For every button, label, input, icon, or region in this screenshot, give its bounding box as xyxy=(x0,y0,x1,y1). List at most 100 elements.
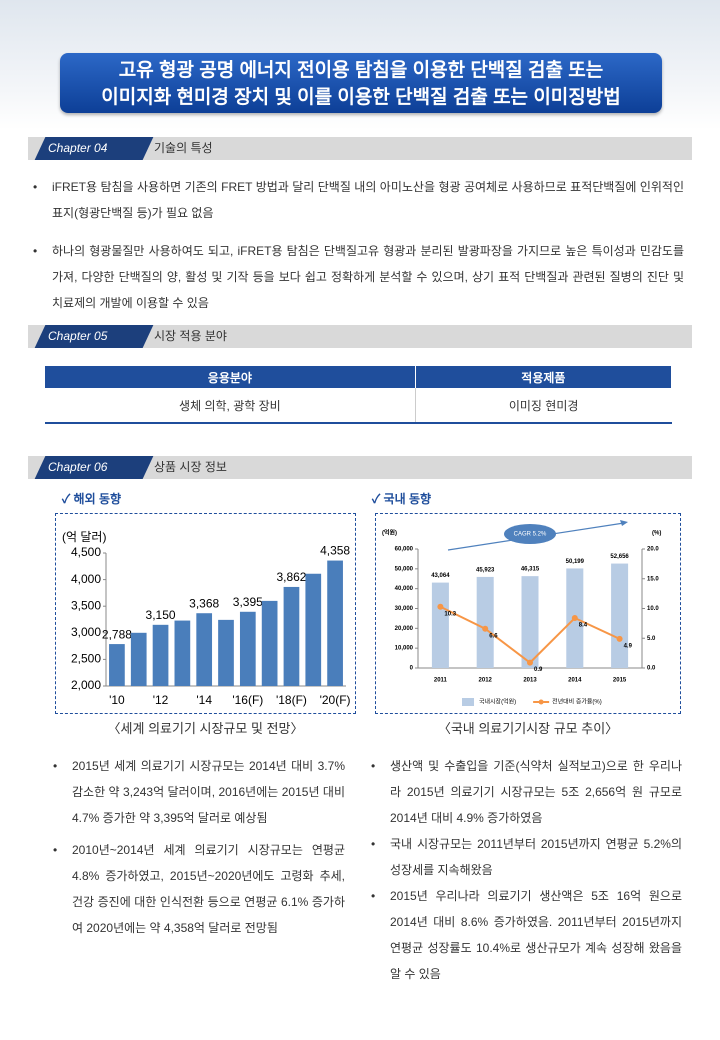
data-label: 4.9 xyxy=(624,643,633,649)
bar xyxy=(327,560,343,686)
bar xyxy=(152,624,169,686)
table-header: 적용제품 xyxy=(415,366,673,388)
bar xyxy=(109,644,125,686)
data-label: 10.3 xyxy=(444,611,456,617)
bullet: 생산액 및 수출입을 기준(식약처 실적보고)으로 한 우리나라 2015년 의… xyxy=(371,753,682,831)
chapter-heading: 기술의 특성 xyxy=(154,141,213,155)
data-label: 4,358 xyxy=(320,544,350,558)
y2-axis-label: (%) xyxy=(652,531,661,537)
bullet: 2010년~2014년 세계 의료기기 시장규모는 연평균 4.8% 증가하였고… xyxy=(53,837,345,941)
y-axis-label: (억원) xyxy=(382,529,397,537)
legend-label: 국내시장(억원) xyxy=(479,698,516,706)
title-line: 고유 형광 공명 에너지 전이용 탐침을 이용한 단백질 검출 또는 xyxy=(118,60,604,81)
line-marker xyxy=(616,635,623,642)
data-label: 3,395 xyxy=(233,595,263,609)
line-marker xyxy=(482,625,489,632)
data-label: 45,923 xyxy=(476,567,495,573)
y2-tick-label: 15.0 xyxy=(647,576,659,582)
chapter-label: Chapter 04 xyxy=(48,141,108,155)
x-tick-label: 2011 xyxy=(434,678,448,684)
data-label: 2,788 xyxy=(102,627,132,641)
chart: 2,000 2,500 3,000 3,500 4,000 4,500(억 달러) '10 '… xyxy=(62,530,351,707)
title-box: 고유 형광 공명 에너지 전이용 탐침을 이용한 단백질 검출 또는 이미지화 … xyxy=(60,53,662,113)
y-tick-label: 10,000 xyxy=(395,646,414,652)
x-tick-label: 2014 xyxy=(568,678,582,684)
data-label: 8.4 xyxy=(579,623,588,629)
bar xyxy=(130,632,147,686)
caption: 〈국내 의료기기시장 규모 추이〉 xyxy=(437,721,619,736)
table: 응용분야 적용제품 생체 의학, 광학 장비 이미징 현미경 xyxy=(45,366,673,424)
bullet-list: iFRET용 탐침을 사용하면 기존의 FRET 방법과 달리 단백질 내의 아… xyxy=(33,174,684,322)
y2-tick-label: 0.0 xyxy=(647,666,656,672)
chapter-bar: Chapter 05 시장 적용 분야 xyxy=(28,325,692,348)
annotation-arrowhead xyxy=(620,520,628,526)
x-tick-label: '18(F) xyxy=(276,693,307,707)
bar xyxy=(261,600,278,686)
y-tick-label: 30,000 xyxy=(395,606,414,612)
bar xyxy=(218,619,234,686)
y-tick-label: 40,000 xyxy=(395,586,414,592)
y-tick-label: 50,000 xyxy=(395,566,414,572)
data-label: 46,315 xyxy=(521,567,540,573)
bullet: iFRET용 탐침을 사용하면 기존의 FRET 방법과 달리 단백질 내의 아… xyxy=(33,174,684,226)
data-label: 6.6 xyxy=(489,633,498,639)
x-tick-label: 2012 xyxy=(479,678,493,684)
y-tick-label: 2,000 xyxy=(71,678,101,692)
chapter-heading: 시장 적용 분야 xyxy=(154,329,227,343)
line-marker xyxy=(437,603,444,610)
y2-tick-label: 20.0 xyxy=(647,547,659,553)
bullet: 2015년 우리나라 의료기기 생산액은 5조 16억 원으로 2014년 대비… xyxy=(371,883,682,987)
chart-box: 2,000 2,500 3,000 3,500 4,000 4,500 (억 달러) '10 '… xyxy=(55,513,356,714)
bullet-list: 2015년 세계 의료기기 시장규모는 2014년 대비 3.7% 감소한 약 … xyxy=(53,753,345,947)
annotation-bubble xyxy=(504,524,556,544)
legend-swatch xyxy=(462,698,474,706)
bar xyxy=(239,611,256,686)
x-tick-label: '16(F) xyxy=(232,693,263,707)
title-line: 이미지화 현미경 장치 및 이를 이용한 단백질 검출 또는 이미징방법 xyxy=(101,87,621,108)
y-tick-label: 4,500 xyxy=(71,545,101,559)
bar xyxy=(476,576,494,668)
y2-tick-label: 10.0 xyxy=(647,606,659,612)
bullet: 2015년 세계 의료기기 시장규모는 2014년 대비 3.7% 감소한 약 … xyxy=(53,753,345,831)
y-tick-label: 4,000 xyxy=(71,572,101,586)
x-tick-label: 2015 xyxy=(613,678,627,684)
data-label: 3,150 xyxy=(146,608,176,622)
y-tick-label: 3,500 xyxy=(71,598,101,612)
line-marker xyxy=(527,659,533,666)
bullet-list: 생산액 및 수출입을 기준(식약처 실적보고)으로 한 우리나라 2015년 의… xyxy=(371,753,682,993)
y-tick-label: 20,000 xyxy=(395,626,414,632)
y-tick-label: 2,500 xyxy=(71,652,101,666)
bar xyxy=(305,573,322,686)
bar xyxy=(283,586,300,686)
chart-box: 0 10,000 20,000 30,000 40,000 50,000 60,000 0.0… xyxy=(375,513,681,714)
subheading: 해외 동향 xyxy=(62,490,122,507)
bar xyxy=(611,563,629,668)
x-tick-label: '20(F) xyxy=(320,693,351,707)
bullet: 하나의 형광물질만 사용하여도 되고, iFRET용 탐침은 단백질고유 형광과… xyxy=(33,238,684,316)
chapter-heading: 상품 시장 정보 xyxy=(154,460,227,474)
data-label: 43,064 xyxy=(431,573,450,579)
subheading: 국내 동향 xyxy=(372,490,432,507)
data-label: 3,368 xyxy=(189,596,219,610)
x-tick-label: '12 xyxy=(153,693,169,707)
bar xyxy=(174,620,191,686)
bar xyxy=(521,576,539,668)
bullet: 국내 시장규모는 2011년부터 2015년까지 연평균 5.2%의 성장세를 … xyxy=(371,831,682,883)
caption: 〈세계 의료기기 시장규모 및 전망〉 xyxy=(107,721,304,736)
legend-marker xyxy=(538,699,544,705)
data-label: 52,656 xyxy=(610,554,629,560)
annotation: CAGR 5.2% xyxy=(514,532,547,538)
chapter-bar: Chapter 04 기술의 특성 xyxy=(28,137,692,160)
line-marker xyxy=(571,615,578,622)
x-tick-label: '10 xyxy=(109,693,125,707)
x-tick-label: '14 xyxy=(196,693,212,707)
chart: 0 10,000 20,000 30,000 40,000 50,000 60,000 0.0… xyxy=(382,520,661,706)
y-axis-label: (억 달러) xyxy=(62,530,106,544)
chapter-bar: Chapter 06 상품 시장 정보 xyxy=(28,456,692,479)
y-tick-label: 3,000 xyxy=(71,625,101,639)
data-label: 50,199 xyxy=(566,559,585,565)
data-label: 0.9 xyxy=(534,667,543,673)
y-tick-label: 0 xyxy=(410,666,414,672)
legend-label: 전년대비 증가율(%) xyxy=(552,698,602,706)
y2-tick-label: 5.0 xyxy=(647,636,656,642)
